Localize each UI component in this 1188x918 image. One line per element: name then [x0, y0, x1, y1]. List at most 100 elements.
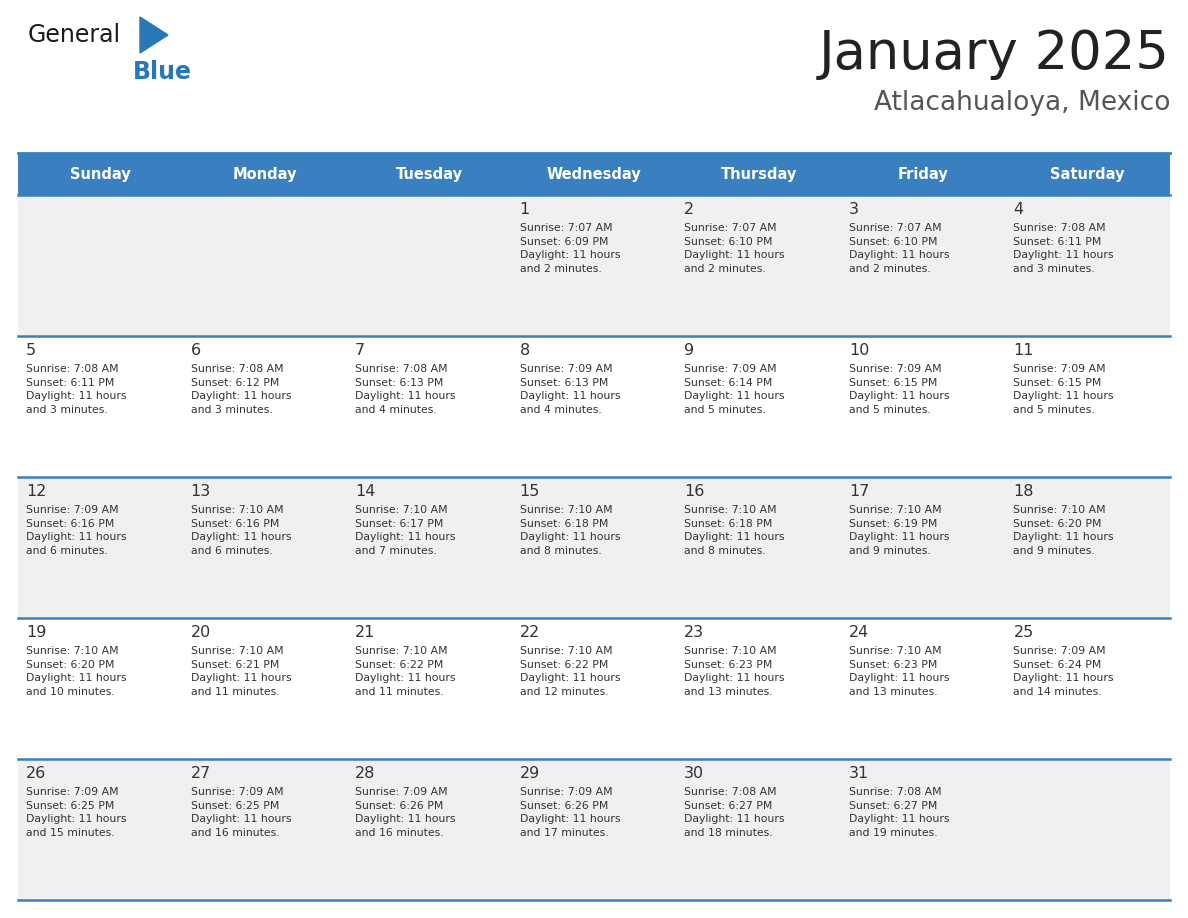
Text: Sunrise: 7:10 AM
Sunset: 6:20 PM
Daylight: 11 hours
and 9 minutes.: Sunrise: 7:10 AM Sunset: 6:20 PM Dayligh… [1013, 505, 1114, 555]
Bar [512, 336, 676, 477]
Text: 11: 11 [1013, 343, 1034, 358]
Text: Sunrise: 7:10 AM
Sunset: 6:23 PM
Daylight: 11 hours
and 13 minutes.: Sunrise: 7:10 AM Sunset: 6:23 PM Dayligh… [849, 646, 949, 697]
Bar [183, 618, 347, 759]
Bar [347, 618, 512, 759]
Text: Sunrise: 7:09 AM
Sunset: 6:24 PM
Daylight: 11 hours
and 14 minutes.: Sunrise: 7:09 AM Sunset: 6:24 PM Dayligh… [1013, 646, 1114, 697]
Text: Sunrise: 7:09 AM
Sunset: 6:15 PM
Daylight: 11 hours
and 5 minutes.: Sunrise: 7:09 AM Sunset: 6:15 PM Dayligh… [849, 364, 949, 415]
Bar [18, 477, 183, 618]
Text: Sunrise: 7:09 AM
Sunset: 6:13 PM
Daylight: 11 hours
and 4 minutes.: Sunrise: 7:09 AM Sunset: 6:13 PM Dayligh… [519, 364, 620, 415]
Bar [676, 759, 841, 900]
Bar [512, 153, 676, 195]
Text: Sunrise: 7:08 AM
Sunset: 6:11 PM
Daylight: 11 hours
and 3 minutes.: Sunrise: 7:08 AM Sunset: 6:11 PM Dayligh… [26, 364, 126, 415]
Text: 7: 7 [355, 343, 365, 358]
Bar [18, 336, 183, 477]
Bar [347, 336, 512, 477]
Text: Sunrise: 7:10 AM
Sunset: 6:19 PM
Daylight: 11 hours
and 9 minutes.: Sunrise: 7:10 AM Sunset: 6:19 PM Dayligh… [849, 505, 949, 555]
Text: 22: 22 [519, 625, 541, 640]
Text: Sunrise: 7:10 AM
Sunset: 6:21 PM
Daylight: 11 hours
and 11 minutes.: Sunrise: 7:10 AM Sunset: 6:21 PM Dayligh… [190, 646, 291, 697]
Bar [183, 336, 347, 477]
Text: Sunrise: 7:09 AM
Sunset: 6:15 PM
Daylight: 11 hours
and 5 minutes.: Sunrise: 7:09 AM Sunset: 6:15 PM Dayligh… [1013, 364, 1114, 415]
Text: 12: 12 [26, 484, 46, 499]
Text: 17: 17 [849, 484, 870, 499]
Bar [1005, 759, 1170, 900]
Text: Sunrise: 7:10 AM
Sunset: 6:17 PM
Daylight: 11 hours
and 7 minutes.: Sunrise: 7:10 AM Sunset: 6:17 PM Dayligh… [355, 505, 456, 555]
Text: Blue: Blue [133, 60, 192, 84]
Bar [676, 336, 841, 477]
Text: Monday: Monday [233, 166, 297, 182]
Text: 30: 30 [684, 766, 704, 781]
Bar [183, 477, 347, 618]
Bar [1005, 336, 1170, 477]
Text: General: General [29, 23, 121, 47]
Text: Sunrise: 7:10 AM
Sunset: 6:18 PM
Daylight: 11 hours
and 8 minutes.: Sunrise: 7:10 AM Sunset: 6:18 PM Dayligh… [519, 505, 620, 555]
Text: Sunrise: 7:07 AM
Sunset: 6:10 PM
Daylight: 11 hours
and 2 minutes.: Sunrise: 7:07 AM Sunset: 6:10 PM Dayligh… [684, 223, 785, 274]
Text: Sunrise: 7:10 AM
Sunset: 6:16 PM
Daylight: 11 hours
and 6 minutes.: Sunrise: 7:10 AM Sunset: 6:16 PM Dayligh… [190, 505, 291, 555]
Text: 6: 6 [190, 343, 201, 358]
Text: Sunrise: 7:09 AM
Sunset: 6:25 PM
Daylight: 11 hours
and 16 minutes.: Sunrise: 7:09 AM Sunset: 6:25 PM Dayligh… [190, 787, 291, 838]
Bar [512, 759, 676, 900]
Text: Wednesday: Wednesday [546, 166, 642, 182]
Text: 9: 9 [684, 343, 695, 358]
Text: Sunrise: 7:09 AM
Sunset: 6:25 PM
Daylight: 11 hours
and 15 minutes.: Sunrise: 7:09 AM Sunset: 6:25 PM Dayligh… [26, 787, 126, 838]
Bar [841, 759, 1005, 900]
Text: 13: 13 [190, 484, 210, 499]
Text: Sunrise: 7:10 AM
Sunset: 6:22 PM
Daylight: 11 hours
and 11 minutes.: Sunrise: 7:10 AM Sunset: 6:22 PM Dayligh… [355, 646, 456, 697]
Bar [18, 153, 183, 195]
Bar [347, 153, 512, 195]
Text: Sunrise: 7:09 AM
Sunset: 6:16 PM
Daylight: 11 hours
and 6 minutes.: Sunrise: 7:09 AM Sunset: 6:16 PM Dayligh… [26, 505, 126, 555]
Text: Atlacahualoya, Mexico: Atlacahualoya, Mexico [873, 90, 1170, 116]
Text: Sunrise: 7:09 AM
Sunset: 6:26 PM
Daylight: 11 hours
and 17 minutes.: Sunrise: 7:09 AM Sunset: 6:26 PM Dayligh… [519, 787, 620, 838]
Text: January 2025: January 2025 [819, 28, 1170, 80]
Text: Tuesday: Tuesday [396, 166, 463, 182]
Text: 16: 16 [684, 484, 704, 499]
Bar [347, 477, 512, 618]
Text: 24: 24 [849, 625, 870, 640]
Text: 2: 2 [684, 202, 695, 217]
Text: Sunrise: 7:08 AM
Sunset: 6:13 PM
Daylight: 11 hours
and 4 minutes.: Sunrise: 7:08 AM Sunset: 6:13 PM Dayligh… [355, 364, 456, 415]
Bar [347, 759, 512, 900]
Text: Sunrise: 7:10 AM
Sunset: 6:18 PM
Daylight: 11 hours
and 8 minutes.: Sunrise: 7:10 AM Sunset: 6:18 PM Dayligh… [684, 505, 785, 555]
Bar [1005, 153, 1170, 195]
Text: 1: 1 [519, 202, 530, 217]
Text: 29: 29 [519, 766, 541, 781]
Text: Sunrise: 7:10 AM
Sunset: 6:22 PM
Daylight: 11 hours
and 12 minutes.: Sunrise: 7:10 AM Sunset: 6:22 PM Dayligh… [519, 646, 620, 697]
Text: 15: 15 [519, 484, 541, 499]
Bar [512, 618, 676, 759]
Text: Sunrise: 7:10 AM
Sunset: 6:23 PM
Daylight: 11 hours
and 13 minutes.: Sunrise: 7:10 AM Sunset: 6:23 PM Dayligh… [684, 646, 785, 697]
Text: 25: 25 [1013, 625, 1034, 640]
Text: Sunrise: 7:08 AM
Sunset: 6:27 PM
Daylight: 11 hours
and 19 minutes.: Sunrise: 7:08 AM Sunset: 6:27 PM Dayligh… [849, 787, 949, 838]
Text: 21: 21 [355, 625, 375, 640]
Bar [841, 618, 1005, 759]
Bar [18, 759, 183, 900]
Text: 8: 8 [519, 343, 530, 358]
Text: Saturday: Saturday [1050, 166, 1125, 182]
Text: 23: 23 [684, 625, 704, 640]
Bar [676, 477, 841, 618]
Bar [841, 336, 1005, 477]
Bar [841, 153, 1005, 195]
Text: Sunday: Sunday [70, 166, 131, 182]
Text: 18: 18 [1013, 484, 1034, 499]
Bar [1005, 477, 1170, 618]
Text: Friday: Friday [898, 166, 948, 182]
Text: Sunrise: 7:08 AM
Sunset: 6:27 PM
Daylight: 11 hours
and 18 minutes.: Sunrise: 7:08 AM Sunset: 6:27 PM Dayligh… [684, 787, 785, 838]
Bar [1005, 195, 1170, 336]
Bar [676, 195, 841, 336]
Text: 19: 19 [26, 625, 46, 640]
Text: 5: 5 [26, 343, 36, 358]
Text: 26: 26 [26, 766, 46, 781]
Bar [18, 195, 183, 336]
Text: Thursday: Thursday [720, 166, 797, 182]
Text: 20: 20 [190, 625, 210, 640]
Bar [183, 759, 347, 900]
Text: Sunrise: 7:09 AM
Sunset: 6:14 PM
Daylight: 11 hours
and 5 minutes.: Sunrise: 7:09 AM Sunset: 6:14 PM Dayligh… [684, 364, 785, 415]
Text: 28: 28 [355, 766, 375, 781]
Bar [512, 477, 676, 618]
Text: 27: 27 [190, 766, 210, 781]
Bar [512, 195, 676, 336]
Text: Sunrise: 7:07 AM
Sunset: 6:09 PM
Daylight: 11 hours
and 2 minutes.: Sunrise: 7:07 AM Sunset: 6:09 PM Dayligh… [519, 223, 620, 274]
Text: 3: 3 [849, 202, 859, 217]
Text: Sunrise: 7:08 AM
Sunset: 6:12 PM
Daylight: 11 hours
and 3 minutes.: Sunrise: 7:08 AM Sunset: 6:12 PM Dayligh… [190, 364, 291, 415]
Text: 14: 14 [355, 484, 375, 499]
Bar [841, 195, 1005, 336]
